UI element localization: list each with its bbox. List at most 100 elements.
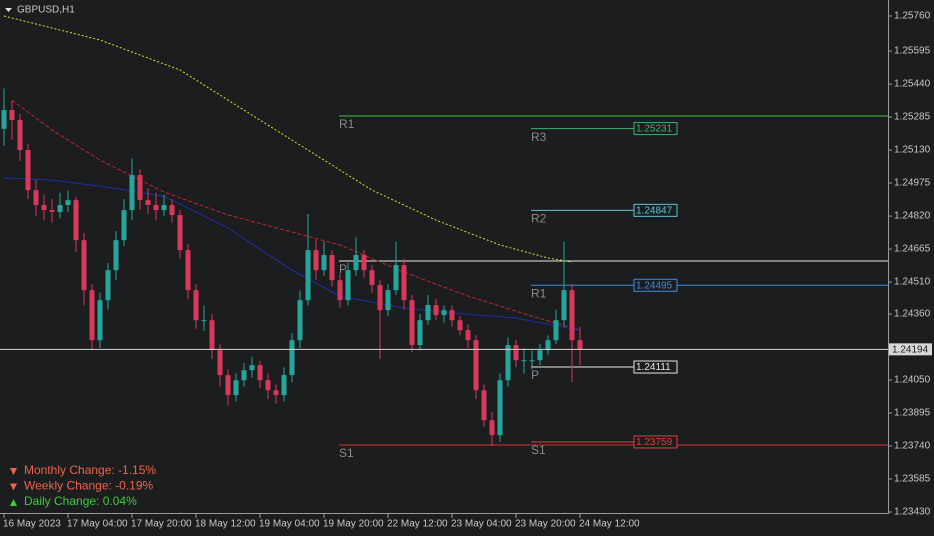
candle-body bbox=[241, 370, 247, 381]
pivot-value: 1.25231 bbox=[636, 124, 673, 135]
candle-body bbox=[513, 345, 519, 361]
pivot-value-box bbox=[633, 278, 678, 292]
candle-body bbox=[105, 270, 111, 301]
candle-body bbox=[73, 200, 79, 241]
candle-body bbox=[145, 200, 151, 206]
y-tick-label: 1.25760 bbox=[894, 11, 931, 22]
y-tick-label: 1.24360 bbox=[894, 309, 931, 320]
candle-body bbox=[545, 340, 551, 351]
candle-body bbox=[33, 190, 39, 206]
change-text: Weekly Change: -0.19% bbox=[24, 479, 154, 493]
candle-body bbox=[233, 380, 239, 396]
candle-body bbox=[265, 380, 271, 391]
y-tick-label: 1.25285 bbox=[894, 112, 931, 123]
candle-body bbox=[369, 270, 375, 286]
candle-body bbox=[417, 320, 423, 346]
moving-average bbox=[11, 99, 581, 331]
candle-body bbox=[121, 210, 127, 241]
candle-body bbox=[505, 345, 511, 381]
candle-body bbox=[337, 280, 343, 301]
candle-body bbox=[297, 300, 303, 341]
y-tick-label: 1.24820 bbox=[894, 211, 931, 222]
pivot-value-box bbox=[633, 122, 678, 136]
x-tick-label: 23 May 04:00 bbox=[451, 519, 512, 530]
y-tick-label: 1.23740 bbox=[894, 441, 931, 452]
x-tick-label: 23 May 20:00 bbox=[515, 519, 576, 530]
x-tick-label: 19 May 04:00 bbox=[259, 519, 320, 530]
candle-body bbox=[385, 290, 391, 311]
change-arrow bbox=[10, 499, 17, 506]
candle-body bbox=[465, 330, 471, 341]
change-text: Daily Change: 0.04% bbox=[24, 494, 137, 508]
candle-body bbox=[113, 240, 119, 271]
pivot-label: R2 bbox=[531, 212, 547, 226]
pivot-value-box bbox=[633, 435, 678, 449]
candle-body bbox=[249, 365, 255, 371]
pivot-label: R3 bbox=[531, 130, 547, 144]
candle-body bbox=[217, 350, 223, 376]
pivot-label: S1 bbox=[531, 443, 546, 457]
candle-body bbox=[409, 300, 415, 346]
candle-body bbox=[25, 150, 31, 191]
y-tick-label: 1.25440 bbox=[894, 79, 931, 90]
candle-body bbox=[185, 250, 191, 291]
pivot-value: 1.24111 bbox=[636, 362, 671, 373]
pivot-value: 1.24495 bbox=[636, 280, 673, 291]
candle-body bbox=[273, 390, 279, 396]
candle-body bbox=[225, 375, 231, 396]
candle-body bbox=[561, 290, 567, 321]
y-tick-label: 1.24665 bbox=[894, 244, 931, 255]
candle-body bbox=[129, 174, 135, 211]
candle-body bbox=[577, 340, 583, 350]
candle-body bbox=[441, 310, 447, 316]
pivot-label: P bbox=[339, 262, 347, 276]
pivot-value: 1.24847 bbox=[636, 205, 673, 216]
candle-body bbox=[529, 360, 535, 362]
candle-body bbox=[89, 290, 95, 341]
pivot-label: S1 bbox=[339, 446, 354, 460]
y-tick-label: 1.24050 bbox=[894, 375, 931, 386]
candle-body bbox=[161, 205, 167, 211]
candle-body bbox=[353, 255, 359, 271]
x-tick-label: 16 May 2023 bbox=[3, 519, 61, 530]
candle-body bbox=[65, 200, 71, 206]
candle-body bbox=[425, 305, 431, 321]
candle-body bbox=[17, 120, 23, 151]
chart-title: GBPUSD,H1 bbox=[17, 5, 75, 16]
x-tick-label: 17 May 20:00 bbox=[131, 519, 192, 530]
y-tick-label: 1.23585 bbox=[894, 474, 931, 485]
y-tick-label: 1.25595 bbox=[894, 46, 931, 57]
candle-body bbox=[313, 250, 319, 271]
change-arrow bbox=[10, 483, 17, 491]
candle-body bbox=[345, 270, 351, 301]
candle-body bbox=[553, 320, 559, 341]
candle-body bbox=[137, 174, 143, 201]
candle-body bbox=[57, 205, 63, 213]
pivot-value: 1.23759 bbox=[636, 437, 673, 448]
candle-body bbox=[9, 110, 15, 121]
y-tick-label: 1.23430 bbox=[894, 507, 931, 518]
candle-body bbox=[281, 375, 287, 396]
x-tick-label: 24 May 12:00 bbox=[579, 519, 640, 530]
candle-body bbox=[305, 250, 311, 301]
pivot-label: R1 bbox=[339, 117, 355, 131]
pivot-label: R1 bbox=[531, 286, 547, 300]
candle-body bbox=[393, 265, 399, 291]
change-arrow bbox=[10, 468, 17, 475]
x-tick-label: 18 May 12:00 bbox=[195, 519, 256, 530]
y-tick-label: 1.24975 bbox=[894, 178, 931, 189]
candle-body bbox=[201, 320, 207, 322]
candle-body bbox=[329, 255, 335, 281]
candle-body bbox=[41, 205, 47, 211]
candle-body bbox=[489, 420, 495, 436]
candle-body bbox=[401, 265, 407, 301]
candle-body bbox=[209, 320, 215, 351]
candle-body bbox=[193, 290, 199, 321]
candle-body bbox=[569, 290, 575, 341]
candle-body bbox=[433, 305, 439, 316]
candle-body bbox=[49, 210, 55, 213]
pivot-value-box bbox=[633, 360, 678, 374]
candle-body bbox=[81, 240, 87, 291]
